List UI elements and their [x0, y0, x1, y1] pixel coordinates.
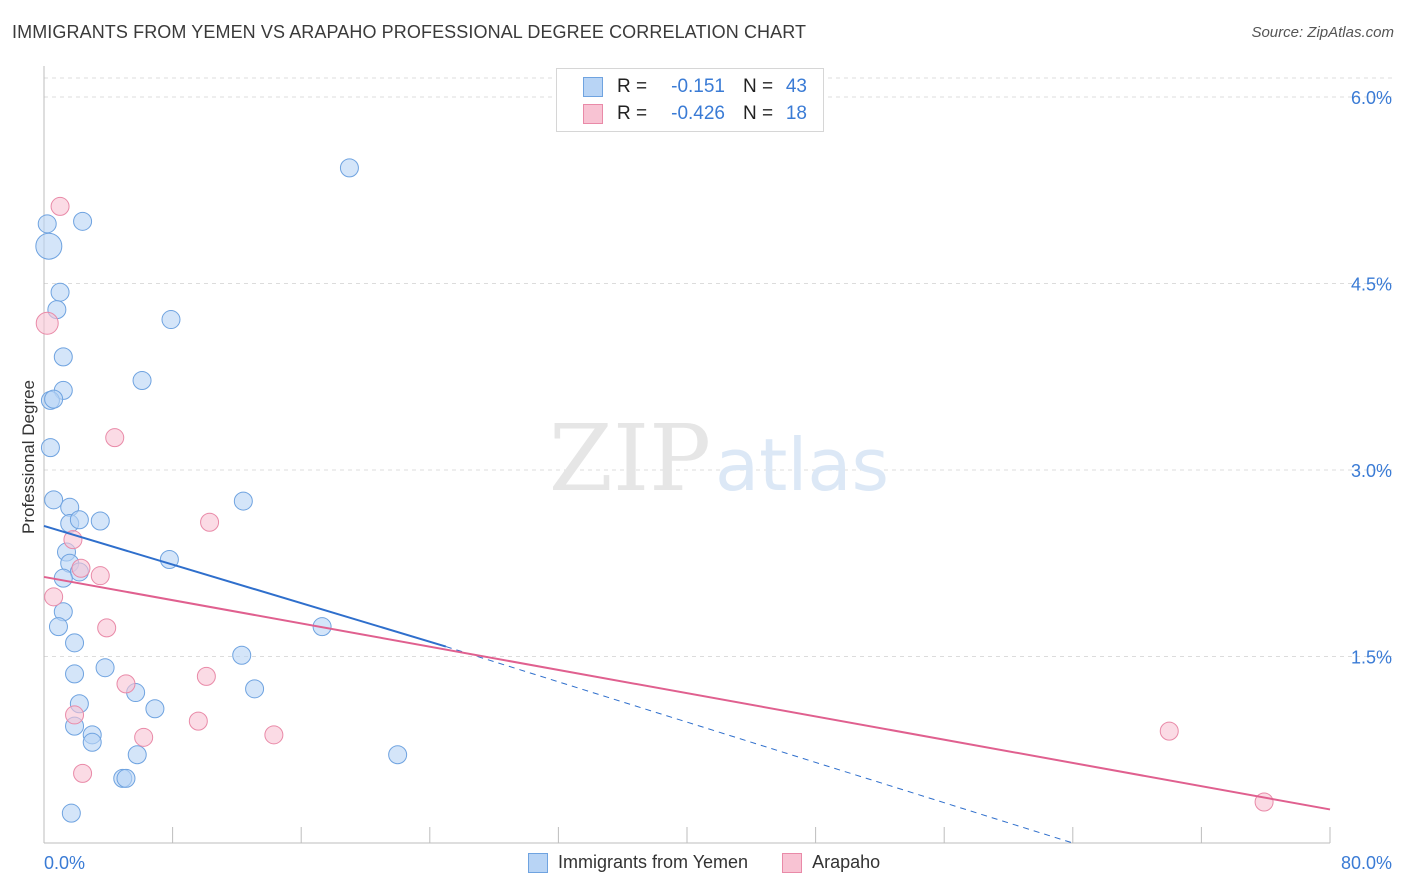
data-point — [339, 158, 359, 178]
y-tick-label: 1.5% — [1351, 648, 1392, 668]
y-tick-label: 4.5% — [1351, 275, 1392, 295]
x-tick-label: 80.0% — [1341, 853, 1392, 873]
data-point — [145, 699, 165, 719]
data-point — [127, 745, 147, 765]
data-point — [233, 491, 253, 511]
data-point — [50, 196, 70, 216]
data-point — [35, 311, 59, 335]
series-immigrants-from-yemen — [35, 158, 408, 823]
trendlines — [43, 524, 1331, 844]
legend-n-label: N = — [743, 76, 774, 97]
data-point — [53, 568, 73, 588]
data-point — [50, 282, 70, 302]
chart-title: IMMIGRANTS FROM YEMEN VS ARAPAHO PROFESS… — [12, 22, 807, 42]
legend-item-arapaho: Arapaho — [782, 852, 880, 873]
legend-label-arapaho: Arapaho — [812, 852, 881, 872]
data-point — [65, 705, 85, 725]
gridlines — [44, 77, 1392, 657]
data-point — [200, 512, 220, 532]
legend-swatch-pink — [782, 852, 803, 873]
watermark: ZIP atlas — [549, 405, 889, 512]
trendline-yemen — [43, 524, 447, 648]
data-point — [65, 664, 85, 684]
legend-r-value: -0.151 — [671, 76, 725, 97]
y-axis-label: Professional Degree — [19, 380, 38, 534]
data-point — [188, 711, 208, 731]
data-point — [388, 745, 408, 765]
data-point — [95, 658, 115, 678]
data-point — [35, 232, 63, 260]
data-point — [116, 768, 136, 788]
data-point — [53, 347, 73, 367]
trendline-yemen-extension — [445, 646, 1073, 844]
data-point — [196, 666, 216, 686]
y-tick-label: 3.0% — [1351, 461, 1392, 481]
x-tick-label: 0.0% — [44, 853, 85, 873]
legend-row-yemen: R = -0.151 N = 43 — [583, 74, 807, 100]
data-point — [44, 490, 64, 510]
legend-swatch-blue — [528, 852, 548, 873]
data-point — [97, 618, 117, 638]
data-point — [264, 725, 284, 745]
legend-label-yemen: Immigrants from Yemen — [558, 852, 749, 872]
watermark-zip: ZIP — [549, 405, 711, 512]
legend-n-value: 18 — [785, 103, 807, 124]
data-point — [69, 510, 89, 530]
data-point — [90, 566, 110, 586]
data-point — [161, 310, 181, 330]
legend-r-label: R = — [617, 76, 648, 97]
data-point — [1159, 721, 1179, 741]
data-point — [90, 511, 110, 531]
legend-n-label: N = — [743, 103, 774, 124]
data-point — [61, 803, 81, 823]
correlation-legend: R = -0.151 N = 43 R = -0.426 N = 18 — [556, 68, 824, 132]
data-point — [82, 732, 102, 752]
data-point — [40, 438, 60, 458]
data-point — [105, 428, 125, 448]
data-point — [73, 763, 93, 783]
legend-swatch-blue — [583, 77, 603, 97]
watermark-atlas: atlas — [715, 423, 889, 507]
legend-row-arapaho: R = -0.426 N = 18 — [583, 101, 807, 127]
data-point — [44, 587, 64, 607]
data-point — [65, 633, 85, 653]
data-point — [73, 211, 93, 231]
series-arapaho — [35, 196, 1274, 812]
legend-swatch-pink — [583, 104, 603, 124]
source-label: Source: ZipAtlas.com — [1251, 24, 1394, 41]
data-point — [232, 645, 252, 665]
data-point — [44, 389, 64, 409]
data-point — [245, 679, 265, 699]
legend-r-value: -0.426 — [671, 103, 725, 124]
series-legend: Immigrants from Yemen Arapaho — [528, 852, 914, 873]
data-point — [134, 727, 154, 747]
data-point — [37, 214, 57, 234]
legend-item-yemen: Immigrants from Yemen — [528, 852, 748, 873]
legend-r-label: R = — [617, 103, 648, 124]
trendline-arapaho — [43, 575, 1331, 811]
legend-n-value: 43 — [785, 76, 807, 97]
data-point — [132, 370, 152, 390]
tick-labels: 1.5% 3.0% 4.5% 6.0% 0.0% 80.0% — [44, 88, 1392, 873]
data-point — [116, 674, 136, 694]
y-tick-label: 6.0% — [1351, 88, 1392, 108]
data-point — [71, 558, 91, 578]
data-point — [48, 617, 68, 637]
